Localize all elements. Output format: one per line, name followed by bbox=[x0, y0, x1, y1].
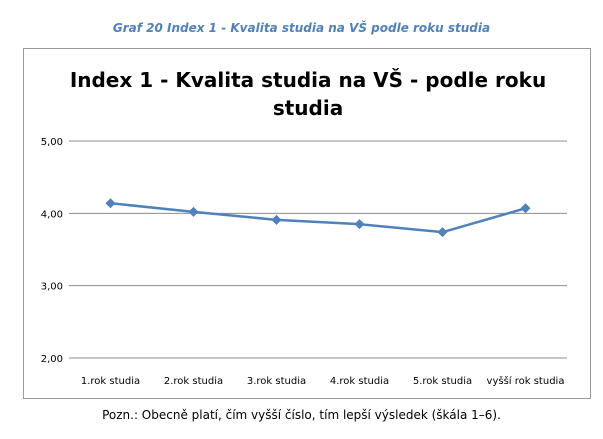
y-gridlines bbox=[69, 140, 567, 359]
data-point bbox=[188, 206, 199, 217]
x-tick-label: 2.rok studia bbox=[164, 376, 223, 387]
chart-title-line-1: Index 1 - Kvalita studia na VŠ - podle r… bbox=[70, 68, 546, 92]
line-chart: Index 1 - Kvalita studia na VŠ - podle r… bbox=[41, 68, 567, 387]
x-tick-label: 4.rok studia bbox=[330, 376, 389, 387]
y-tick-label: 3,00 bbox=[41, 282, 63, 293]
y-tick-label: 2,00 bbox=[41, 354, 63, 365]
data-point bbox=[520, 203, 531, 214]
chart-title-line-2: studia bbox=[273, 96, 343, 120]
x-tick-label: 5.rok studia bbox=[413, 376, 472, 387]
data-point bbox=[354, 219, 365, 230]
chart-area: Index 1 - Kvalita studia na VŠ - podle r… bbox=[23, 48, 591, 399]
data-point bbox=[105, 198, 116, 209]
y-tick-label: 4,00 bbox=[41, 209, 63, 220]
x-tick-label: vyšší rok studia bbox=[487, 375, 565, 387]
figure-caption: Graf 20 Index 1 - Kvalita studia na VŠ p… bbox=[112, 21, 491, 35]
x-tick-label: 1.rok studia bbox=[81, 376, 140, 387]
y-tick-label: 5,00 bbox=[41, 137, 63, 148]
series-line bbox=[110, 201, 526, 234]
footnote: Pozn.: Obecně platí, čím vyšší číslo, tí… bbox=[102, 408, 501, 422]
data-point bbox=[437, 227, 448, 238]
x-axis-ticks: 1.rok studia 2.rok studia 3.rok studia 4.ro… bbox=[81, 375, 565, 387]
x-tick-label: 3.rok studia bbox=[247, 376, 306, 387]
y-axis-ticks: 2,00 3,00 4,00 5,00 bbox=[41, 137, 63, 365]
data-point bbox=[271, 214, 282, 225]
series-group bbox=[105, 198, 531, 238]
